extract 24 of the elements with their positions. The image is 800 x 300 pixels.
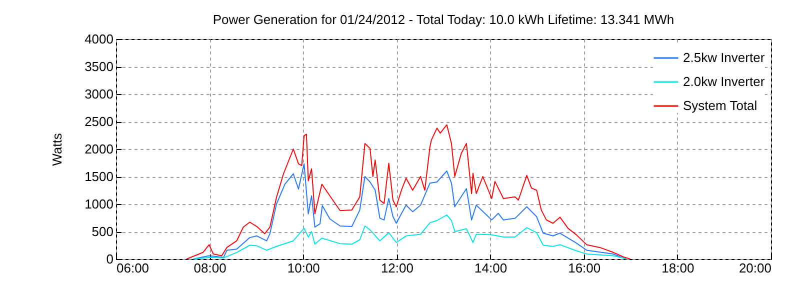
- legend-label: 2.5kw Inverter: [683, 50, 766, 65]
- y-axis-title: Watts: [50, 132, 65, 166]
- y-tick-label: 3000: [84, 86, 114, 102]
- chart-title: Power Generation for 01/24/2012 - Total Today: 10.0 kWh Lifetime: 13.341 MWh: [212, 12, 674, 27]
- legend-label: 2.0kw Inverter: [683, 74, 766, 89]
- y-tick-label: 3500: [84, 59, 114, 74]
- x-tick-label: 18:00: [662, 260, 694, 276]
- legend-label: System Total: [683, 98, 758, 113]
- y-tick-label: 0: [106, 252, 114, 266]
- x-tick-label: 14:00: [474, 260, 508, 276]
- x-tick-label: 10:00: [287, 260, 320, 276]
- x-tick-label: 06:00: [116, 260, 150, 276]
- y-tick-label: 2000: [84, 142, 114, 156]
- line-series: [192, 214, 627, 260]
- y-tick-label: 500: [92, 224, 114, 239]
- y-tick-label: 1500: [84, 169, 114, 184]
- y-tick-label: 2500: [84, 114, 114, 129]
- x-tick-label: 20:00: [738, 260, 772, 276]
- y-tick-label: 1000: [84, 196, 114, 212]
- y-tick-label: 4000: [84, 32, 114, 46]
- x-tick-label: 12:00: [380, 260, 414, 276]
- line-series: [186, 124, 631, 260]
- x-tick-label: 16:00: [568, 260, 601, 276]
- x-tick-label: 08:00: [194, 260, 226, 276]
